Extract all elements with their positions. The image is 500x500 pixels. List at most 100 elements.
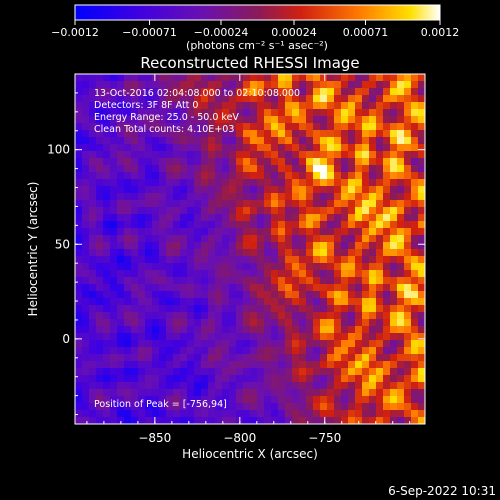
heatmap-cell	[383, 109, 391, 117]
heatmap-cell	[222, 368, 230, 376]
heatmap-cell	[355, 193, 363, 201]
heatmap-cell	[264, 417, 272, 424]
heatmap-cell	[313, 256, 321, 264]
heatmap-cell	[327, 109, 335, 117]
heatmap-cell	[117, 312, 125, 320]
heatmap-cell	[271, 319, 279, 327]
heatmap-cell	[187, 291, 195, 299]
heatmap-cell	[348, 298, 356, 306]
heatmap-cell	[411, 312, 419, 320]
heatmap-cell	[257, 305, 265, 313]
heatmap-cell	[173, 417, 181, 424]
heatmap-cell	[362, 340, 370, 348]
heatmap-cell	[201, 333, 209, 341]
heatmap-cell	[271, 389, 279, 397]
heatmap-cell	[411, 228, 419, 236]
heatmap-cell	[376, 151, 384, 159]
heatmap-cell	[222, 270, 230, 278]
heatmap-cell	[222, 403, 230, 411]
heatmap-cell	[138, 165, 146, 173]
heatmap-cell	[355, 242, 363, 250]
heatmap-cell	[82, 207, 90, 215]
heatmap-cell	[397, 172, 405, 180]
heatmap-cell	[306, 221, 314, 229]
heatmap-cell	[320, 249, 328, 257]
heatmap-cell	[103, 319, 111, 327]
heatmap-cell	[145, 354, 153, 362]
heatmap-cell	[75, 95, 83, 103]
heatmap-cell	[348, 361, 356, 369]
heatmap-cell	[89, 179, 97, 187]
heatmap-cell	[96, 249, 104, 257]
heatmap-cell	[390, 116, 398, 124]
heatmap-cell	[82, 144, 90, 152]
heatmap-cell	[145, 417, 153, 424]
heatmap-cell	[341, 235, 349, 243]
heatmap-cell	[96, 368, 104, 376]
heatmap-cell	[138, 95, 146, 103]
heatmap-cell	[341, 263, 349, 271]
heatmap-cell	[82, 403, 90, 411]
heatmap-cell	[82, 214, 90, 222]
heatmap-cell	[229, 270, 237, 278]
heatmap-cell	[243, 186, 251, 194]
heatmap-cell	[362, 410, 370, 418]
heatmap-cell	[201, 144, 209, 152]
heatmap-cell	[187, 347, 195, 355]
heatmap-cell	[271, 137, 279, 145]
heatmap-cell	[250, 130, 258, 138]
heatmap-cell	[383, 403, 391, 411]
heatmap-cell	[138, 403, 146, 411]
heatmap-cell	[96, 102, 104, 110]
heatmap-cell	[404, 403, 412, 411]
heatmap-cell	[103, 81, 111, 89]
heatmap-cell	[390, 102, 398, 110]
heatmap-cell	[292, 221, 300, 229]
heatmap-cell	[390, 74, 398, 82]
heatmap-cell	[334, 116, 342, 124]
heatmap-cell	[103, 193, 111, 201]
heatmap-cell	[201, 74, 209, 82]
heatmap-cell	[341, 256, 349, 264]
heatmap-cell	[138, 81, 146, 89]
heatmap-cell	[152, 403, 160, 411]
heatmap-cell	[117, 95, 125, 103]
heatmap-cell	[348, 102, 356, 110]
heatmap-cell	[369, 144, 377, 152]
heatmap-cell	[145, 375, 153, 383]
heatmap-cell	[131, 361, 139, 369]
heatmap-cell	[208, 123, 216, 131]
heatmap-cell	[229, 354, 237, 362]
heatmap-cell	[313, 221, 321, 229]
heatmap-cell	[404, 340, 412, 348]
heatmap-cell	[89, 88, 97, 96]
heatmap-cell	[236, 109, 244, 117]
heatmap-cell	[404, 242, 412, 250]
heatmap-cell	[250, 298, 258, 306]
heatmap-cell	[327, 305, 335, 313]
heatmap-cell	[306, 95, 314, 103]
heatmap-cell	[285, 284, 293, 292]
heatmap-cell	[215, 172, 223, 180]
heatmap-cell	[82, 347, 90, 355]
heatmap-cell	[292, 256, 300, 264]
heatmap-cell	[376, 354, 384, 362]
heatmap-cell	[411, 144, 419, 152]
heatmap-cell	[334, 375, 342, 383]
heatmap-cell	[180, 179, 188, 187]
heatmap-cell	[285, 333, 293, 341]
heatmap-cell	[145, 340, 153, 348]
heatmap-cell	[285, 361, 293, 369]
heatmap-cell	[376, 172, 384, 180]
heatmap-cell	[194, 298, 202, 306]
heatmap-cell	[145, 214, 153, 222]
heatmap-cell	[355, 263, 363, 271]
heatmap-cell	[159, 291, 167, 299]
heatmap-cell	[271, 305, 279, 313]
heatmap-cell	[89, 263, 97, 271]
heatmap-cell	[334, 417, 342, 424]
heatmap-cell	[376, 410, 384, 418]
heatmap-cell	[187, 102, 195, 110]
heatmap-cell	[229, 116, 237, 124]
heatmap-cell	[390, 172, 398, 180]
